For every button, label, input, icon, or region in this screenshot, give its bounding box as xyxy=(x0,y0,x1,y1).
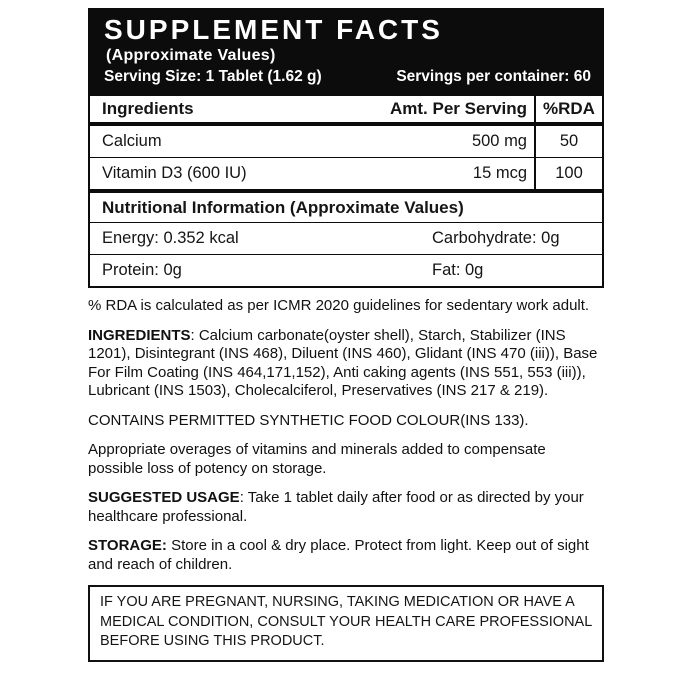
serving-info-row: Serving Size: 1 Tablet (1.62 g) Servings… xyxy=(104,67,591,87)
nutrition-fat: Fat: 0g xyxy=(432,261,484,279)
facts-subtitle: (Approximate Values) xyxy=(106,47,276,64)
usage-text: : Take 1 tablet daily after food or as d… xyxy=(88,489,584,525)
column-ingredients: Ingredients xyxy=(102,99,194,118)
supplement-facts-panel: SUPPLEMENT FACTS (Approximate Values) Se… xyxy=(88,8,604,662)
usage-label: SUGGESTED USAGE xyxy=(88,489,240,506)
warning-text: IF YOU ARE PREGNANT, NURSING, TAKING MED… xyxy=(100,594,592,649)
nutrition-row-protein: Protein: 0g Fat: 0g xyxy=(90,255,602,286)
facts-header: SUPPLEMENT FACTS (Approximate Values) Se… xyxy=(88,8,604,96)
notes-section: % RDA is calculated as per ICMR 2020 gui… xyxy=(88,297,604,574)
nutrition-row-energy: Energy: 0.352 kcal Carbohydrate: 0g xyxy=(90,223,602,255)
ingredient-name: Calcium xyxy=(102,132,162,150)
warning-box: IF YOU ARE PREGNANT, NURSING, TAKING MED… xyxy=(88,585,604,662)
usage-paragraph: SUGGESTED USAGE: Take 1 tablet daily aft… xyxy=(88,489,604,526)
ingredient-amount: 500 mg xyxy=(471,132,527,150)
storage-label: STORAGE: xyxy=(88,537,167,554)
storage-text: Store in a cool & dry place. Protect fro… xyxy=(88,537,589,573)
contains-note: CONTAINS PERMITTED SYNTHETIC FOOD COLOUR… xyxy=(88,411,529,429)
serving-size: Serving Size: 1 Tablet (1.62 g) xyxy=(104,68,322,85)
ingredients-paragraph: INGREDIENTS: Calcium carbonate(oyster sh… xyxy=(88,327,604,401)
column-rda: %RDA xyxy=(534,96,602,122)
overages-note: Appropriate overages of vitamins and min… xyxy=(88,441,546,477)
ingredients-label: INGREDIENTS xyxy=(88,326,191,344)
ingredients-text: : Calcium carbonate(oyster shell), Starc… xyxy=(88,326,598,400)
facts-table: Ingredients Amt. Per Serving %RDA Calciu… xyxy=(88,96,604,288)
column-amount-per-serving: Amt. Per Serving xyxy=(390,99,527,118)
table-header-row: Ingredients Amt. Per Serving %RDA xyxy=(90,96,602,126)
table-row-vitamin-d3: Vitamin D3 (600 IU) 15 mcg 100 xyxy=(90,158,602,193)
ingredient-rda: 100 xyxy=(534,158,602,189)
ingredient-rda: 50 xyxy=(534,126,602,157)
table-row-calcium: Calcium 500 mg 50 xyxy=(90,126,602,158)
facts-title: SUPPLEMENT FACTS xyxy=(104,14,443,45)
ingredient-name: Vitamin D3 (600 IU) xyxy=(102,164,247,182)
rda-note: % RDA is calculated as per ICMR 2020 gui… xyxy=(88,297,590,314)
nutrition-carbohydrate: Carbohydrate: 0g xyxy=(432,229,560,247)
nutrition-energy: Energy: 0.352 kcal xyxy=(102,229,239,247)
storage-paragraph: STORAGE: Store in a cool & dry place. Pr… xyxy=(88,537,604,574)
servings-per-container: Servings per container: 60 xyxy=(396,68,591,85)
nutrition-info-header: Nutritional Information (Approximate Val… xyxy=(90,193,602,223)
ingredient-amount: 15 mcg xyxy=(472,164,527,182)
nutrition-protein: Protein: 0g xyxy=(102,261,182,279)
